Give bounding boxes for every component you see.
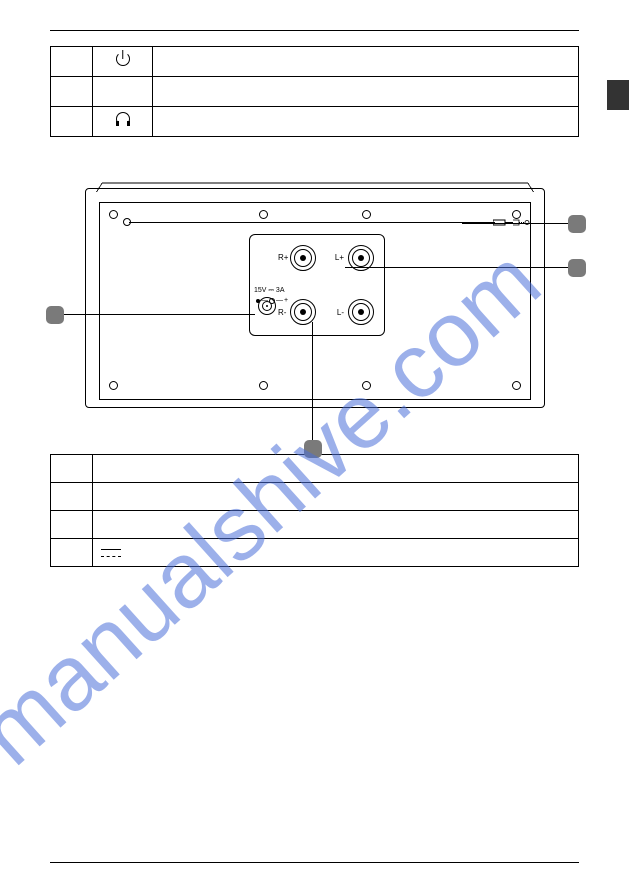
- callout-line: [345, 267, 570, 268]
- callout-line: [312, 322, 313, 442]
- speaker-terminal-panel: R+ L+ R- L- 15V ⎓ 3A ——+: [249, 234, 385, 336]
- callout-marker: [46, 306, 64, 324]
- screw-hole: [512, 381, 521, 390]
- table-row: [51, 511, 579, 539]
- headphones-icon: [116, 112, 130, 126]
- top-divider: [50, 30, 579, 31]
- table-row: [51, 77, 579, 107]
- cell-icon: [93, 47, 153, 77]
- cell: [51, 511, 93, 539]
- binding-post-l-minus: [348, 299, 374, 325]
- rear-panel-diagram: R+ L+ R- L- 15V ⎓ 3A ——+: [50, 182, 580, 414]
- screw-hole: [362, 381, 371, 390]
- label-l-minus: L-: [337, 308, 344, 317]
- cell: [51, 77, 93, 107]
- table-row: [51, 107, 579, 137]
- antenna-rod: [129, 222, 495, 223]
- cell: [93, 539, 579, 567]
- table-row: [51, 539, 579, 567]
- cell: [153, 107, 579, 137]
- callout-marker: [304, 440, 322, 458]
- bottom-divider: [50, 862, 579, 863]
- cell: [51, 455, 93, 483]
- dc-input-jack: [258, 297, 276, 315]
- cell: [93, 511, 579, 539]
- callout-marker: [568, 215, 586, 233]
- cell: [153, 47, 579, 77]
- table-row: [51, 483, 579, 511]
- screw-hole: [362, 210, 371, 219]
- rear-panel-table: [50, 454, 579, 567]
- cell: [93, 483, 579, 511]
- label-l-plus: L+: [335, 253, 344, 262]
- cell: [93, 455, 579, 483]
- callout-marker: [568, 259, 586, 277]
- label-r-minus: R-: [278, 308, 286, 317]
- callout-line: [462, 223, 570, 224]
- dc-symbol-icon: [101, 549, 121, 557]
- cell: [51, 539, 93, 567]
- label-r-plus: R+: [278, 253, 288, 262]
- power-icon: [116, 52, 130, 66]
- cell: [51, 47, 93, 77]
- page-edge-tab: [607, 80, 629, 110]
- buttons-table: [50, 46, 579, 137]
- screw-hole: [259, 381, 268, 390]
- device-outline: R+ L+ R- L- 15V ⎓ 3A ——+: [85, 182, 545, 414]
- dc-spec-label: 15V ⎓ 3A: [254, 287, 285, 295]
- cell: [51, 483, 93, 511]
- cell-icon: [93, 107, 153, 137]
- cell: [93, 77, 153, 107]
- callout-line: [60, 314, 255, 315]
- cell: [51, 107, 93, 137]
- cell: [153, 77, 579, 107]
- table-row: [51, 455, 579, 483]
- screw-hole: [109, 210, 118, 219]
- screw-hole: [259, 210, 268, 219]
- binding-post-r-plus: [290, 245, 316, 271]
- screw-hole: [109, 381, 118, 390]
- table-row: [51, 47, 579, 77]
